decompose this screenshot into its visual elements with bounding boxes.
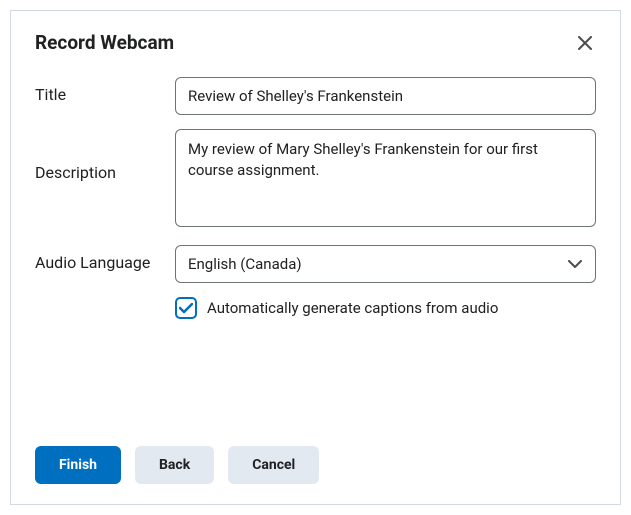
description-control: My review of Mary Shelley's Frankenstein… [175, 129, 596, 231]
captions-checkbox-label: Automatically generate captions from aud… [207, 299, 498, 317]
audio-language-select[interactable]: English (Canada) [175, 245, 596, 283]
description-label: Description [35, 129, 175, 182]
captions-checkbox[interactable] [175, 297, 197, 319]
audio-language-value: English (Canada) [175, 245, 596, 283]
record-webcam-dialog: Record Webcam Title Description My revie… [10, 10, 621, 505]
description-input[interactable]: My review of Mary Shelley's Frankenstein… [175, 129, 596, 227]
back-button[interactable]: Back [135, 446, 214, 484]
audio-language-control: English (Canada) [175, 245, 596, 283]
title-label: Title [35, 77, 175, 104]
dialog-footer: Finish Back Cancel [35, 436, 596, 484]
form-body: Title Description My review of Mary Shel… [35, 77, 596, 436]
dialog-title: Record Webcam [35, 31, 174, 54]
title-input[interactable] [175, 77, 596, 115]
description-row: Description My review of Mary Shelley's … [35, 129, 596, 231]
checkmark-icon [179, 303, 193, 314]
captions-checkbox-row: Automatically generate captions from aud… [175, 297, 596, 319]
audio-language-row: Audio Language English (Canada) [35, 245, 596, 283]
close-icon [578, 36, 592, 50]
finish-button[interactable]: Finish [35, 446, 121, 484]
title-control [175, 77, 596, 115]
title-row: Title [35, 77, 596, 115]
audio-language-label: Audio Language [35, 245, 175, 272]
close-button[interactable] [574, 31, 596, 57]
dialog-header: Record Webcam [35, 31, 596, 57]
cancel-button[interactable]: Cancel [228, 446, 319, 484]
